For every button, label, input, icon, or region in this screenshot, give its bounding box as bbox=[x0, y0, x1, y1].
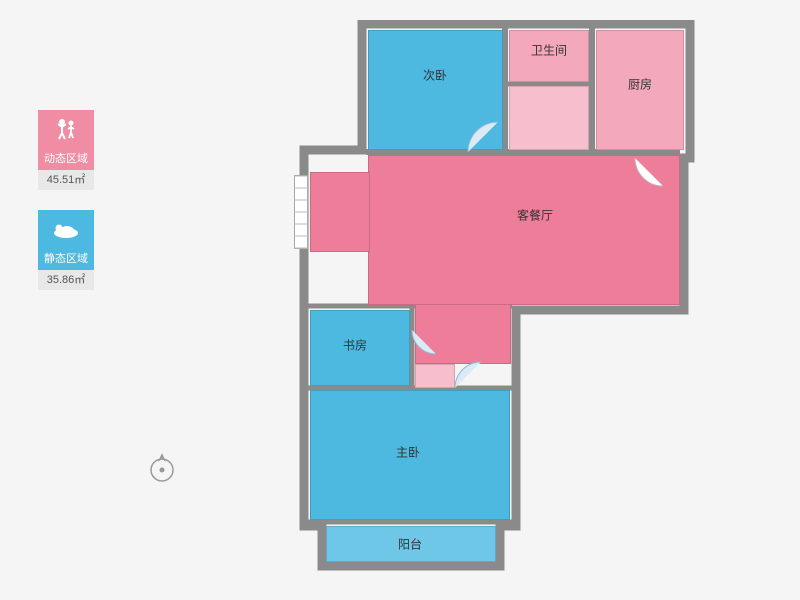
label-balcony: 阳台 bbox=[398, 536, 422, 553]
room-living-left bbox=[310, 172, 370, 252]
room-living-upper bbox=[368, 155, 680, 305]
label-bathroom: 卫生间 bbox=[531, 42, 567, 59]
legend-dynamic-label: 动态区域 bbox=[38, 148, 94, 170]
legend-static-value: 35.86㎡ bbox=[38, 270, 94, 290]
room-secondary-bedroom bbox=[368, 30, 503, 150]
label-master-bedroom: 主卧 bbox=[396, 444, 420, 461]
people-icon bbox=[38, 110, 94, 148]
legend-dynamic-value: 45.51㎡ bbox=[38, 170, 94, 190]
legend-static-label: 静态区域 bbox=[38, 248, 94, 270]
room-living-notch bbox=[415, 364, 455, 388]
legend-static: 静态区域 35.86㎡ bbox=[38, 210, 98, 290]
legend-dynamic: 动态区域 45.51㎡ bbox=[38, 110, 98, 190]
sleep-icon bbox=[38, 210, 94, 248]
compass-icon bbox=[145, 450, 179, 484]
rail-left bbox=[294, 175, 308, 249]
label-living: 客餐厅 bbox=[517, 207, 553, 224]
room-bathroom-lower bbox=[509, 86, 589, 150]
legend-panel: 动态区域 45.51㎡ 静态区域 35.86㎡ bbox=[38, 110, 98, 310]
label-study: 书房 bbox=[343, 337, 367, 354]
label-secondary-bedroom: 次卧 bbox=[423, 67, 447, 84]
label-kitchen: 厨房 bbox=[628, 76, 652, 93]
room-living-lower bbox=[415, 304, 511, 364]
floorplan: 次卧 卫生间 厨房 客餐厅 书房 主卧 阳台 bbox=[280, 20, 760, 580]
